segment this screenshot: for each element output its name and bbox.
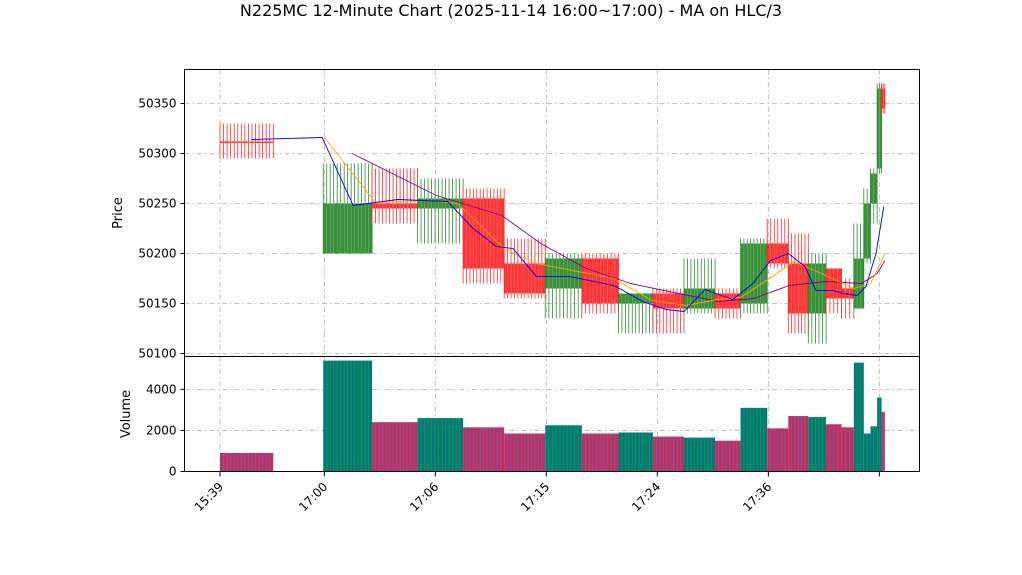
candle <box>652 288 685 334</box>
price-y-label: Price <box>111 197 126 229</box>
price-tick-label: 50200 <box>138 247 176 261</box>
price-tick-label: 50100 <box>138 347 176 361</box>
volume-bar <box>877 397 882 472</box>
candle-body <box>841 288 854 299</box>
candle <box>219 123 274 159</box>
candle <box>322 163 373 254</box>
ma-slow-line <box>351 153 886 302</box>
candle <box>714 288 741 319</box>
volume-bar-fill <box>372 422 418 472</box>
volume-tick-label: 0 <box>169 465 177 479</box>
volume-bar <box>545 425 582 472</box>
candle <box>870 168 878 224</box>
volume-bar <box>788 416 809 472</box>
candle-body <box>652 293 684 309</box>
volume-bar-fill <box>683 437 716 472</box>
volume-bar-fill <box>652 436 684 472</box>
x-tick-label: 17:36 <box>740 480 774 514</box>
candle <box>581 253 619 314</box>
volume-tick-label: 4000 <box>146 382 177 396</box>
volume-bar-fill <box>715 440 741 472</box>
price-panel: 50100 50150 50200 50250 50300 50350 Price <box>111 69 920 361</box>
candle <box>544 253 583 319</box>
candle-body <box>417 198 464 209</box>
moving-averages <box>251 137 886 312</box>
volume-bars <box>220 360 885 472</box>
price-tick-label: 50150 <box>138 297 176 311</box>
volume-bar <box>715 440 741 472</box>
volume-bar <box>808 417 827 472</box>
volume-bar <box>220 453 274 472</box>
price-tick-label: 50350 <box>138 97 176 111</box>
volume-bar-fill <box>841 427 854 472</box>
volume-bar <box>881 411 885 472</box>
candle <box>618 293 654 334</box>
x-tick-label: 17:00 <box>296 480 330 514</box>
candle <box>740 238 768 314</box>
volume-bar <box>504 433 546 472</box>
volume-bar <box>853 362 864 472</box>
volume-panel-frame <box>184 356 920 472</box>
volume-bar <box>841 427 854 472</box>
candle <box>876 83 882 174</box>
candle <box>881 83 886 114</box>
volume-y-label: Volume <box>119 390 134 438</box>
volume-bar-fill <box>808 417 827 472</box>
chart-title: N225MC 12-Minute Chart (2025-11-14 16:00… <box>240 1 782 20</box>
volume-bar <box>463 427 505 472</box>
candle <box>863 188 871 264</box>
candle <box>417 178 464 244</box>
volume-bar-fill <box>220 453 274 472</box>
candle <box>787 233 809 334</box>
volume-bar <box>863 433 871 472</box>
candle <box>807 253 827 344</box>
volume-bar <box>323 360 373 472</box>
price-tick-label: 50250 <box>138 197 176 211</box>
x-tick-label: 17:15 <box>518 480 552 514</box>
x-axis-ticks: 15:39 17:00 17:06 17:15 17:24 17:36 <box>192 471 880 514</box>
x-tick-label: 17:06 <box>407 480 441 514</box>
x-tick-label: 17:24 <box>629 480 663 514</box>
price-y-ticks: 50100 50150 50200 50250 50300 50350 <box>138 97 185 361</box>
candle-body <box>372 203 418 209</box>
volume-bar <box>767 428 789 472</box>
candle <box>841 278 855 319</box>
candle <box>853 223 865 309</box>
candle <box>503 238 546 299</box>
volume-bar <box>740 407 768 472</box>
volume-bar-fill <box>853 362 864 472</box>
x-tick-label: 15:39 <box>192 480 226 514</box>
volume-bar <box>652 436 684 472</box>
volume-bar <box>372 422 418 472</box>
volume-bar <box>581 433 619 472</box>
ma-fast-line <box>251 137 885 312</box>
candle <box>371 168 418 224</box>
volume-y-ticks: 0 2000 4000 <box>146 382 185 479</box>
volume-bar <box>618 432 653 472</box>
volume-bar <box>417 418 464 472</box>
candle-body <box>808 263 827 314</box>
volume-bar <box>870 426 878 472</box>
candle <box>462 188 505 284</box>
volume-tick-label: 2000 <box>146 423 177 437</box>
price-candles <box>219 83 886 344</box>
candle-body <box>220 141 274 143</box>
volume-bar <box>826 424 842 472</box>
price-tick-label: 50300 <box>138 147 176 161</box>
volume-bar-fill <box>417 418 464 472</box>
volume-panel: 0 2000 4000 Volume <box>119 356 920 479</box>
volume-bar <box>683 437 716 472</box>
